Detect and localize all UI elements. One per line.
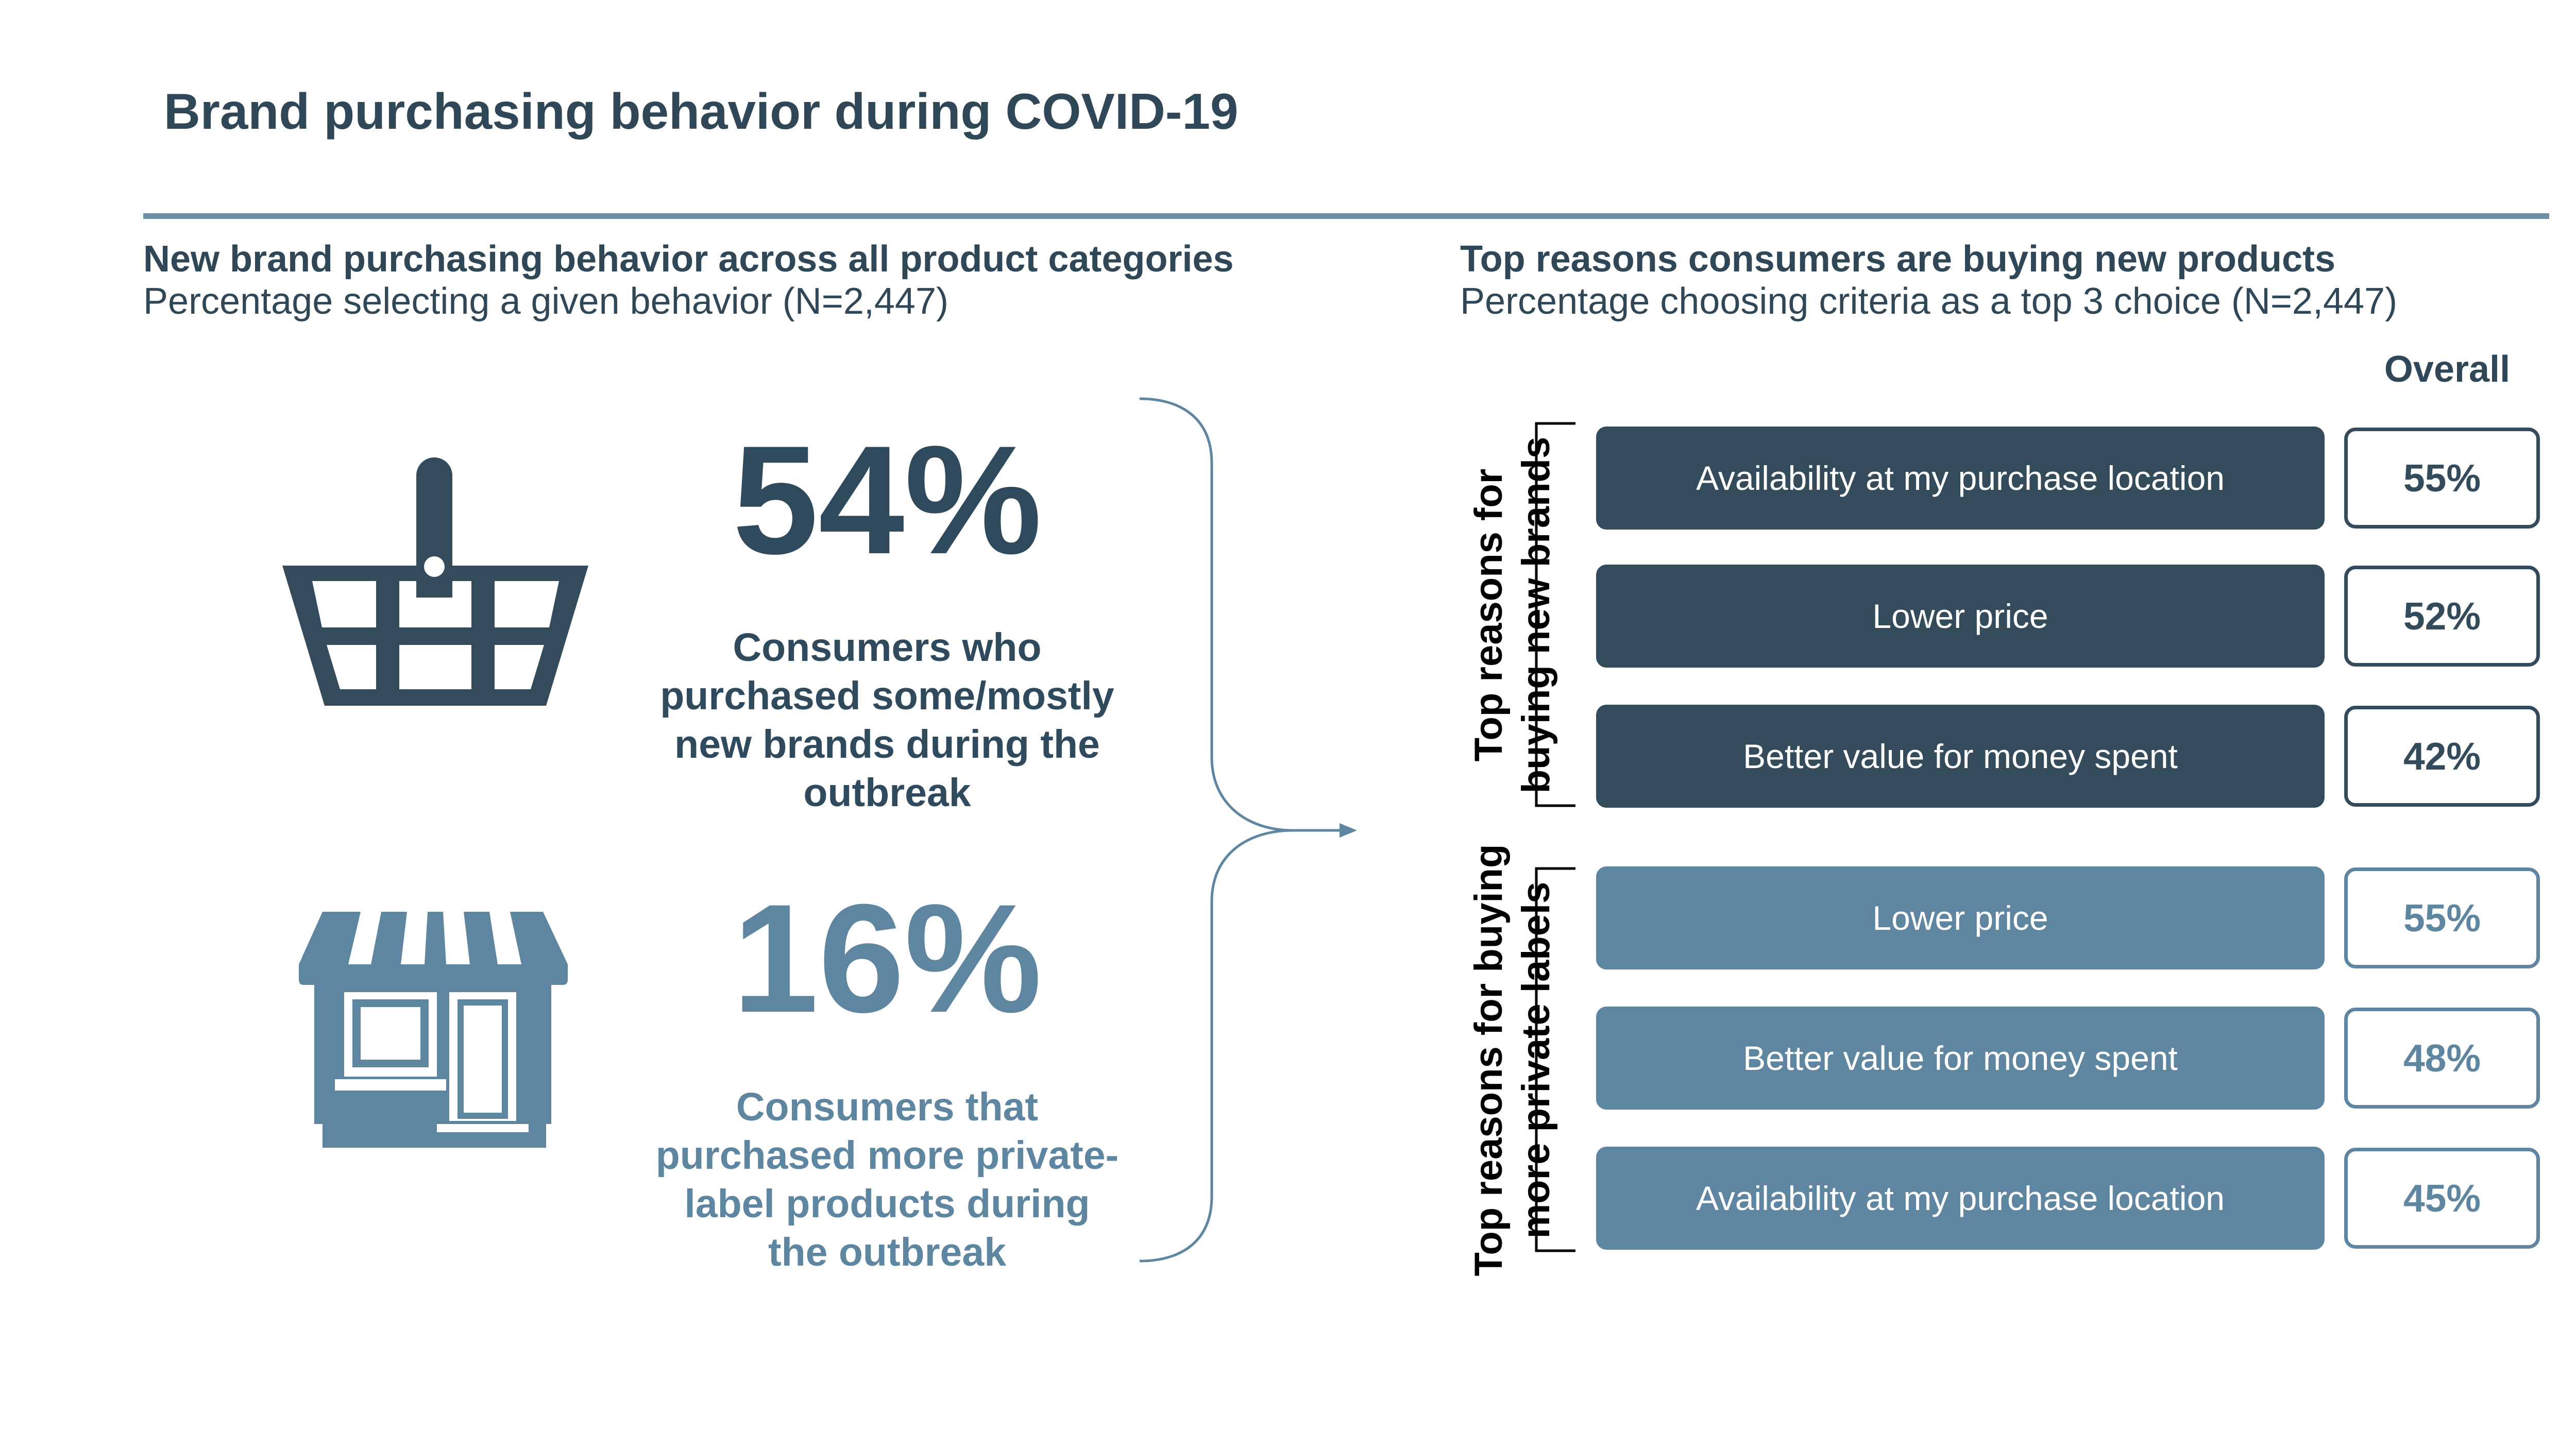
group-label-line: Top reasons for [1467, 468, 1511, 762]
caption-line: Consumers who [733, 625, 1042, 670]
caption-line: outbreak [803, 771, 971, 815]
caption-line: label products during [684, 1182, 1090, 1226]
reason-bar: Better value for money spent [1596, 1007, 2325, 1110]
group-label-line: more private labels [1514, 881, 1558, 1239]
reason-percentage: 42% [2344, 706, 2540, 807]
reason-bar: Lower price [1596, 866, 2325, 969]
right-panel-header: Top reasons consumers are buying new pro… [1460, 238, 2397, 322]
stat-value-new-brands: 54% [732, 413, 1042, 586]
stat-value-private-label: 16% [732, 872, 1042, 1045]
caption-line: purchased some/mostly [660, 674, 1114, 718]
header-divider [143, 213, 2549, 219]
left-panel-header: New brand purchasing behavior across all… [143, 238, 1234, 322]
reason-bar: Better value for money spent [1596, 705, 2325, 808]
reason-bar: Lower price [1596, 565, 2325, 668]
grouping-brace [1139, 397, 1345, 1263]
group-bracket-private-labels [1535, 867, 1575, 1252]
caption-line: new brands during the [674, 722, 1100, 767]
caption-line: the outbreak [768, 1230, 1007, 1274]
page-title: Brand purchasing behavior during COVID-1… [164, 83, 1239, 140]
caption-line: Consumers that [736, 1085, 1039, 1129]
group-label-new-brands: Top reasons for buying new brands [1465, 358, 1560, 873]
group-label-private-labels: Top reasons for buying more private labe… [1465, 803, 1560, 1318]
reason-percentage: 48% [2344, 1008, 2540, 1109]
caption-line: purchased more private- [655, 1133, 1119, 1178]
group-bracket-new-brands [1535, 422, 1575, 807]
reason-bar: Availability at my purchase location [1596, 427, 2325, 530]
reason-percentage: 55% [2344, 867, 2540, 968]
left-panel-subheading: Percentage selecting a given behavior (N… [143, 281, 948, 322]
group-label-line: buying new brands [1514, 436, 1558, 794]
reason-bar: Availability at my purchase location [1596, 1147, 2325, 1250]
column-header-overall: Overall [2384, 349, 2511, 390]
reason-percentage: 55% [2344, 428, 2540, 529]
stat-caption-private-label: Consumers that purchased more private- l… [630, 1083, 1145, 1276]
right-panel-heading: Top reasons consumers are buying new pro… [1460, 239, 2336, 280]
stat-caption-new-brands: Consumers who purchased some/mostly new … [630, 623, 1145, 817]
arrow-head-icon [1340, 823, 1357, 838]
storefront-icon [299, 912, 568, 1148]
group-label-line: Top reasons for buying [1467, 844, 1511, 1276]
right-panel-subheading: Percentage choosing criteria as a top 3 … [1460, 281, 2398, 322]
reason-percentage: 52% [2344, 566, 2540, 667]
reason-percentage: 45% [2344, 1148, 2540, 1249]
shopping-basket-icon [282, 457, 588, 706]
left-panel-heading: New brand purchasing behavior across all… [143, 239, 1234, 280]
